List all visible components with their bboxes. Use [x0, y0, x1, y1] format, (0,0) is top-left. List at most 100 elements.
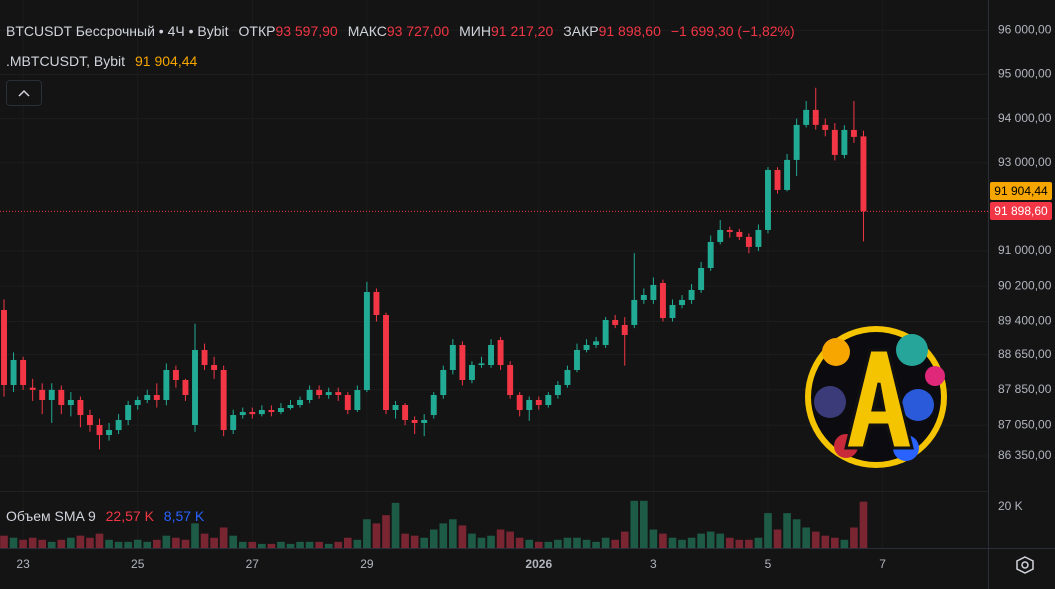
- candle-body: [745, 236, 752, 247]
- volume-bar: [191, 523, 199, 548]
- sma-value: 8,57 K: [163, 508, 205, 524]
- candle-body: [20, 359, 27, 385]
- ohlc-value: 93 597,90: [275, 23, 338, 39]
- candle-body: [640, 294, 647, 300]
- volume-bar: [9, 537, 18, 548]
- candle-body: [344, 394, 351, 410]
- volume-bar: [697, 533, 705, 548]
- volume-bar: [458, 525, 467, 548]
- y-tick-label: 93 000,00: [998, 155, 1052, 169]
- candle-body: [707, 241, 714, 268]
- pane-separator: [0, 491, 988, 492]
- volume-bar: [67, 537, 75, 548]
- volume-bar: [563, 537, 572, 548]
- volume-bar: [496, 529, 505, 548]
- candle-body: [201, 349, 208, 366]
- y-tick-label: 20 K: [998, 499, 1023, 513]
- candle-body: [698, 267, 705, 290]
- candle-body: [784, 159, 791, 190]
- change: −1 699,30 (−1,82%): [670, 23, 795, 39]
- ohlc-value: 91 898,60: [598, 23, 661, 39]
- candle-body: [96, 424, 103, 436]
- candle-body: [277, 408, 284, 412]
- candle-body: [335, 392, 342, 395]
- collapse-button[interactable]: [6, 80, 42, 106]
- candle-body: [488, 344, 494, 366]
- candle-body: [297, 399, 304, 406]
- candle-body: [153, 394, 160, 400]
- volume-bar: [659, 533, 667, 548]
- volume-bar: [47, 541, 56, 548]
- candle-body: [659, 282, 666, 318]
- candle-body: [421, 420, 428, 423]
- volume-bar: [363, 519, 371, 548]
- chevron: [18, 89, 30, 97]
- y-tick-label: 95 000,00: [998, 67, 1052, 81]
- volume-bar: [601, 537, 610, 548]
- candle-body: [430, 394, 437, 416]
- last-price-tag: 91 898,60: [990, 202, 1052, 221]
- x-tick-label: 7: [879, 557, 886, 571]
- volume-bar: [258, 543, 266, 548]
- x-tick-label: 5: [765, 557, 772, 571]
- candle-body: [831, 129, 838, 155]
- candle-body: [535, 399, 542, 406]
- volume-bar: [649, 529, 658, 548]
- volume-bar: [372, 523, 381, 548]
- volume-bar: [525, 539, 534, 548]
- volume-bar: [792, 519, 801, 548]
- candle-body: [602, 319, 609, 345]
- volume-title: Объем: [6, 508, 51, 524]
- volume-bar: [86, 537, 94, 548]
- candle-body: [67, 399, 74, 406]
- volume-bar: [687, 537, 696, 548]
- volume-bar: [410, 535, 419, 548]
- volume-bar: [382, 515, 390, 548]
- volume-bar: [181, 539, 190, 548]
- volume-bar: [28, 537, 37, 548]
- candle-body: [765, 169, 771, 230]
- x-tick-label: 29: [360, 557, 374, 571]
- volume-bar: [468, 533, 476, 548]
- volume-bar: [582, 539, 591, 548]
- ohlc-name: МАКС: [347, 23, 387, 39]
- candle-body: [459, 344, 466, 381]
- volume-bar: [133, 539, 142, 548]
- volume-bar: [620, 531, 629, 548]
- candle-body: [58, 389, 65, 406]
- volume-bar: [324, 543, 333, 548]
- volume-bar: [773, 529, 782, 548]
- volume-bar: [544, 541, 553, 548]
- settings-icon[interactable]: [1016, 556, 1034, 574]
- candle-body: [163, 369, 170, 400]
- ohlc-name: ЗАКР: [563, 23, 599, 39]
- volume-bar: [716, 533, 725, 548]
- candle-body: [48, 389, 55, 400]
- candle-body: [793, 124, 800, 160]
- ohlc-name: МИН: [459, 23, 491, 39]
- volume-bar: [172, 537, 180, 548]
- mark-price-name: .MBTCUSDT, Bybit: [6, 53, 126, 69]
- candle-body: [268, 409, 275, 412]
- volume-bar: [754, 537, 763, 548]
- candle-body: [812, 109, 819, 125]
- volume-bar: [859, 501, 868, 548]
- axis-border: [988, 0, 989, 589]
- volume-bar: [0, 535, 8, 548]
- candle-body: [239, 411, 246, 416]
- y-tick-label: 89 400,00: [998, 314, 1052, 328]
- candle-body: [621, 324, 628, 335]
- volume-bar: [210, 537, 218, 548]
- volume-bar: [391, 502, 400, 548]
- candle-body: [574, 349, 580, 370]
- volume-bar: [802, 527, 810, 548]
- candle-body: [115, 420, 122, 431]
- y-tick-label: 96 000,00: [998, 23, 1052, 37]
- volume-bar: [783, 513, 791, 548]
- candle-body: [679, 299, 685, 305]
- volume-bar: [38, 539, 47, 548]
- candle-body: [736, 231, 743, 237]
- candle-body: [440, 369, 447, 395]
- volume-bar: [745, 539, 753, 548]
